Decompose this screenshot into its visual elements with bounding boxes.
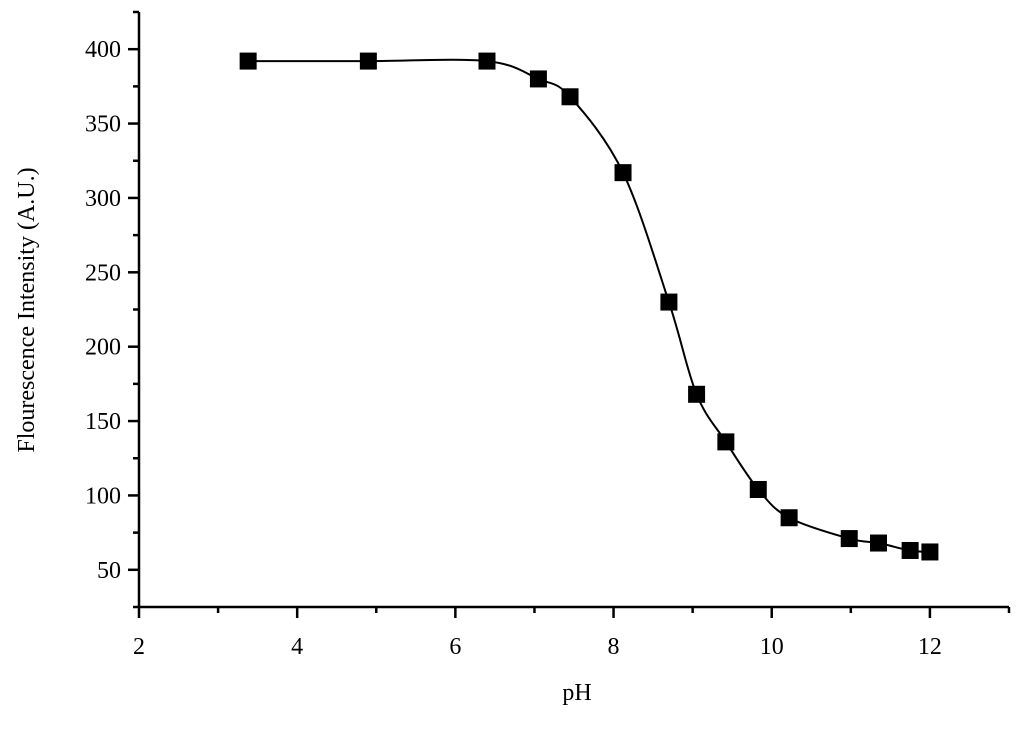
y-tick-label: 350 [85,112,121,138]
data-point [921,543,939,561]
y-tick-label: 100 [85,483,121,509]
x-tick-label: 4 [291,634,303,660]
data-point [239,52,257,70]
x-tick-label: 12 [918,634,942,660]
x-tick-label: 2 [133,634,145,660]
data-point [529,70,547,88]
data-point [660,293,678,311]
y-tick-label: 250 [85,260,121,286]
x-tick-label: 10 [760,634,784,660]
data-point [359,52,377,70]
x-tick-label: 8 [608,634,620,660]
y-tick-label: 200 [85,335,121,361]
data-point [614,164,632,182]
data-point [901,541,919,559]
data-point [717,433,735,451]
data-point [870,534,887,552]
x-tick-label: 6 [449,634,461,660]
series-line [248,58,930,553]
data-point [561,88,579,106]
data-point [749,480,767,498]
x-axis-label: pH [562,680,591,706]
y-tick-label: 50 [97,558,121,584]
y-tick-label: 400 [85,37,121,63]
data-point [688,385,706,403]
data-point [840,530,858,548]
y-tick-label: 150 [85,409,121,435]
data-point [478,52,496,70]
data-point [780,509,798,527]
y-tick-label: 300 [85,186,121,212]
y-axis-label: Flourescence Intensity (A.U.) [14,167,40,452]
